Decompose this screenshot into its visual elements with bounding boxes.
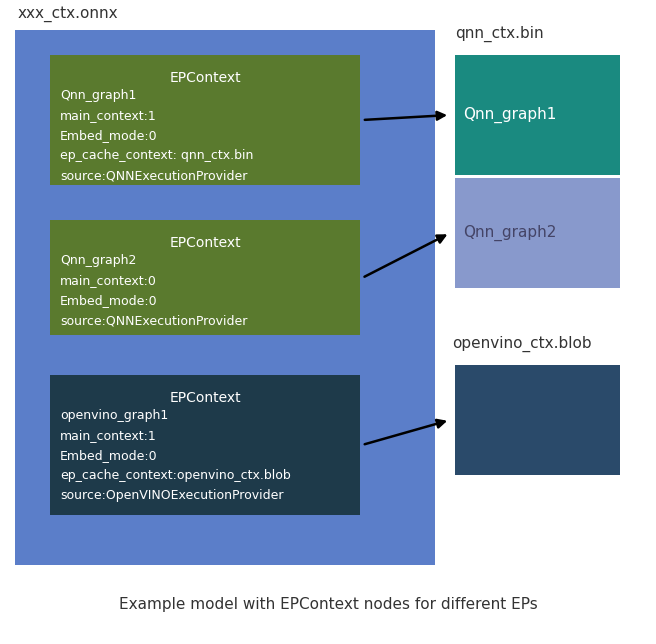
Text: Qnn_graph1: Qnn_graph1 [60,89,136,102]
Text: source:QNNExecutionProvider: source:QNNExecutionProvider [60,314,247,327]
Text: EPContext: EPContext [169,391,241,405]
Bar [50,55,360,185]
Text: Qnn_graph1: Qnn_graph1 [463,107,556,123]
Bar [50,375,360,515]
Text: main_context:1: main_context:1 [60,429,157,442]
Text: openvino_graph1: openvino_graph1 [60,409,168,422]
Text: xxx_ctx.onnx: xxx_ctx.onnx [18,6,119,22]
Text: ep_cache_context: qnn_ctx.bin: ep_cache_context: qnn_ctx.bin [60,149,253,162]
Text: Embed_mode:0: Embed_mode:0 [60,129,157,142]
Text: EPContext: EPContext [169,71,241,85]
Text: main_context:1: main_context:1 [60,109,157,122]
Text: source:OpenVINOExecutionProvider: source:OpenVINOExecutionProvider [60,489,283,502]
Bar [455,365,620,475]
Text: Qnn_graph2: Qnn_graph2 [463,225,556,241]
Text: Example model with EPContext nodes for different EPs: Example model with EPContext nodes for d… [119,597,537,612]
Text: ep_cache_context:openvino_ctx.blob: ep_cache_context:openvino_ctx.blob [60,469,291,482]
Bar [455,178,620,288]
Text: main_context:0: main_context:0 [60,274,157,287]
Bar [15,30,435,565]
Bar [50,220,360,335]
Text: qnn_ctx.bin: qnn_ctx.bin [455,26,544,42]
Text: Embed_mode:0: Embed_mode:0 [60,294,157,307]
Text: Qnn_graph2: Qnn_graph2 [60,254,136,267]
Text: Embed_mode:0: Embed_mode:0 [60,449,157,462]
Text: openvino_ctx.blob: openvino_ctx.blob [452,336,592,352]
Text: EPContext: EPContext [169,236,241,250]
Text: source:QNNExecutionProvider: source:QNNExecutionProvider [60,169,247,182]
Bar [455,55,620,175]
